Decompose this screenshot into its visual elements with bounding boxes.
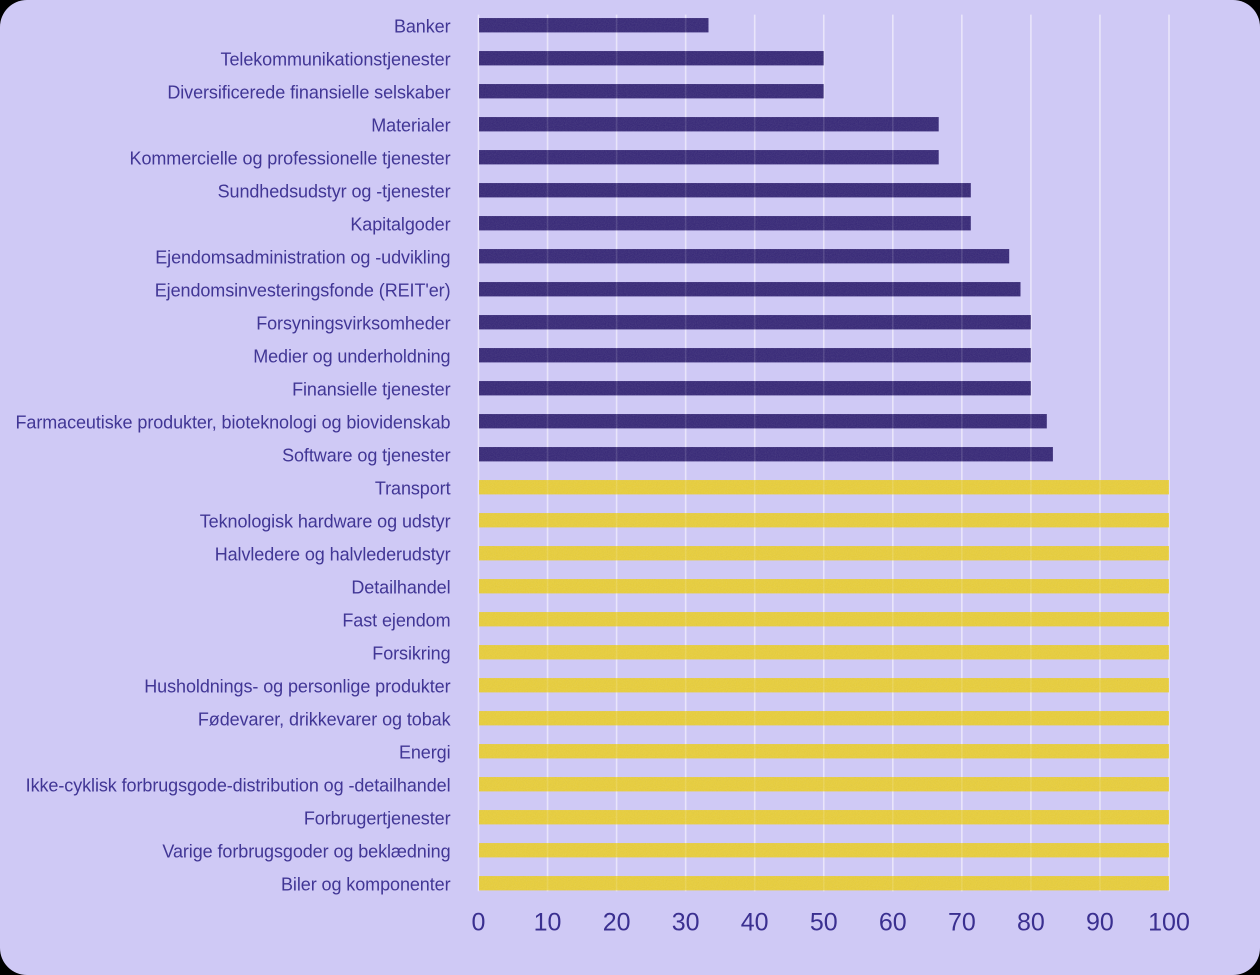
- svg-text:Finansielle tjenester: Finansielle tjenester: [292, 380, 450, 400]
- svg-text:Fast ejendom: Fast ejendom: [342, 611, 450, 631]
- svg-text:Telekommunikationstjenester: Telekommunikationstjenester: [221, 50, 451, 70]
- svg-text:Energi: Energi: [399, 743, 451, 763]
- svg-text:30: 30: [672, 908, 700, 936]
- svg-text:Ejendomsadministration og -udv: Ejendomsadministration og -udvikling: [155, 248, 450, 268]
- svg-text:Ikke-cyklisk forbrugsgode-dist: Ikke-cyklisk forbrugsgode-distribution o…: [26, 776, 451, 796]
- svg-text:Medier og underholdning: Medier og underholdning: [253, 347, 450, 367]
- svg-text:Forbrugertjenester: Forbrugertjenester: [304, 809, 451, 829]
- svg-text:Kapitalgoder: Kapitalgoder: [350, 215, 450, 235]
- svg-text:Biler og komponenter: Biler og komponenter: [281, 875, 451, 895]
- svg-text:Varige forbrugsgoder og beklæd: Varige forbrugsgoder og beklædning: [162, 842, 450, 862]
- svg-text:10: 10: [534, 908, 562, 936]
- svg-text:90: 90: [1086, 908, 1114, 936]
- svg-text:Farmaceutiske produkter, biote: Farmaceutiske produkter, bioteknologi og…: [15, 413, 450, 433]
- svg-text:Banker: Banker: [394, 17, 451, 37]
- svg-text:Transport: Transport: [375, 479, 451, 499]
- svg-text:80: 80: [1017, 908, 1045, 936]
- svg-text:Forsikring: Forsikring: [372, 644, 450, 664]
- svg-text:Ejendomsinvesteringsfonde (REI: Ejendomsinvesteringsfonde (REIT'er): [155, 281, 451, 301]
- svg-text:Halvledere og halvlederudstyr: Halvledere og halvlederudstyr: [215, 545, 451, 565]
- svg-text:Husholdnings- og personlige pr: Husholdnings- og personlige produkter: [144, 677, 450, 697]
- svg-text:60: 60: [879, 908, 907, 936]
- svg-text:Materialer: Materialer: [371, 116, 450, 136]
- svg-text:Teknologisk hardware og udstyr: Teknologisk hardware og udstyr: [200, 512, 451, 532]
- svg-text:Kommercielle og professionelle: Kommercielle og professionelle tjenester: [130, 149, 451, 169]
- svg-text:40: 40: [741, 908, 769, 936]
- svg-text:Software og tjenester: Software og tjenester: [282, 446, 451, 466]
- svg-text:50: 50: [810, 908, 838, 936]
- svg-text:20: 20: [603, 908, 631, 936]
- svg-text:70: 70: [948, 908, 976, 936]
- svg-text:Diversificerede finansielle se: Diversificerede finansielle selskaber: [167, 83, 450, 103]
- svg-text:0: 0: [472, 908, 486, 936]
- svg-text:100: 100: [1148, 908, 1190, 936]
- svg-text:Sundhedsudstyr og -tjenester: Sundhedsudstyr og -tjenester: [218, 182, 451, 202]
- svg-text:Detailhandel: Detailhandel: [351, 578, 450, 598]
- svg-text:Forsyningsvirksomheder: Forsyningsvirksomheder: [256, 314, 450, 334]
- svg-text:Fødevarer, drikkevarer og toba: Fødevarer, drikkevarer og tobak: [198, 710, 452, 730]
